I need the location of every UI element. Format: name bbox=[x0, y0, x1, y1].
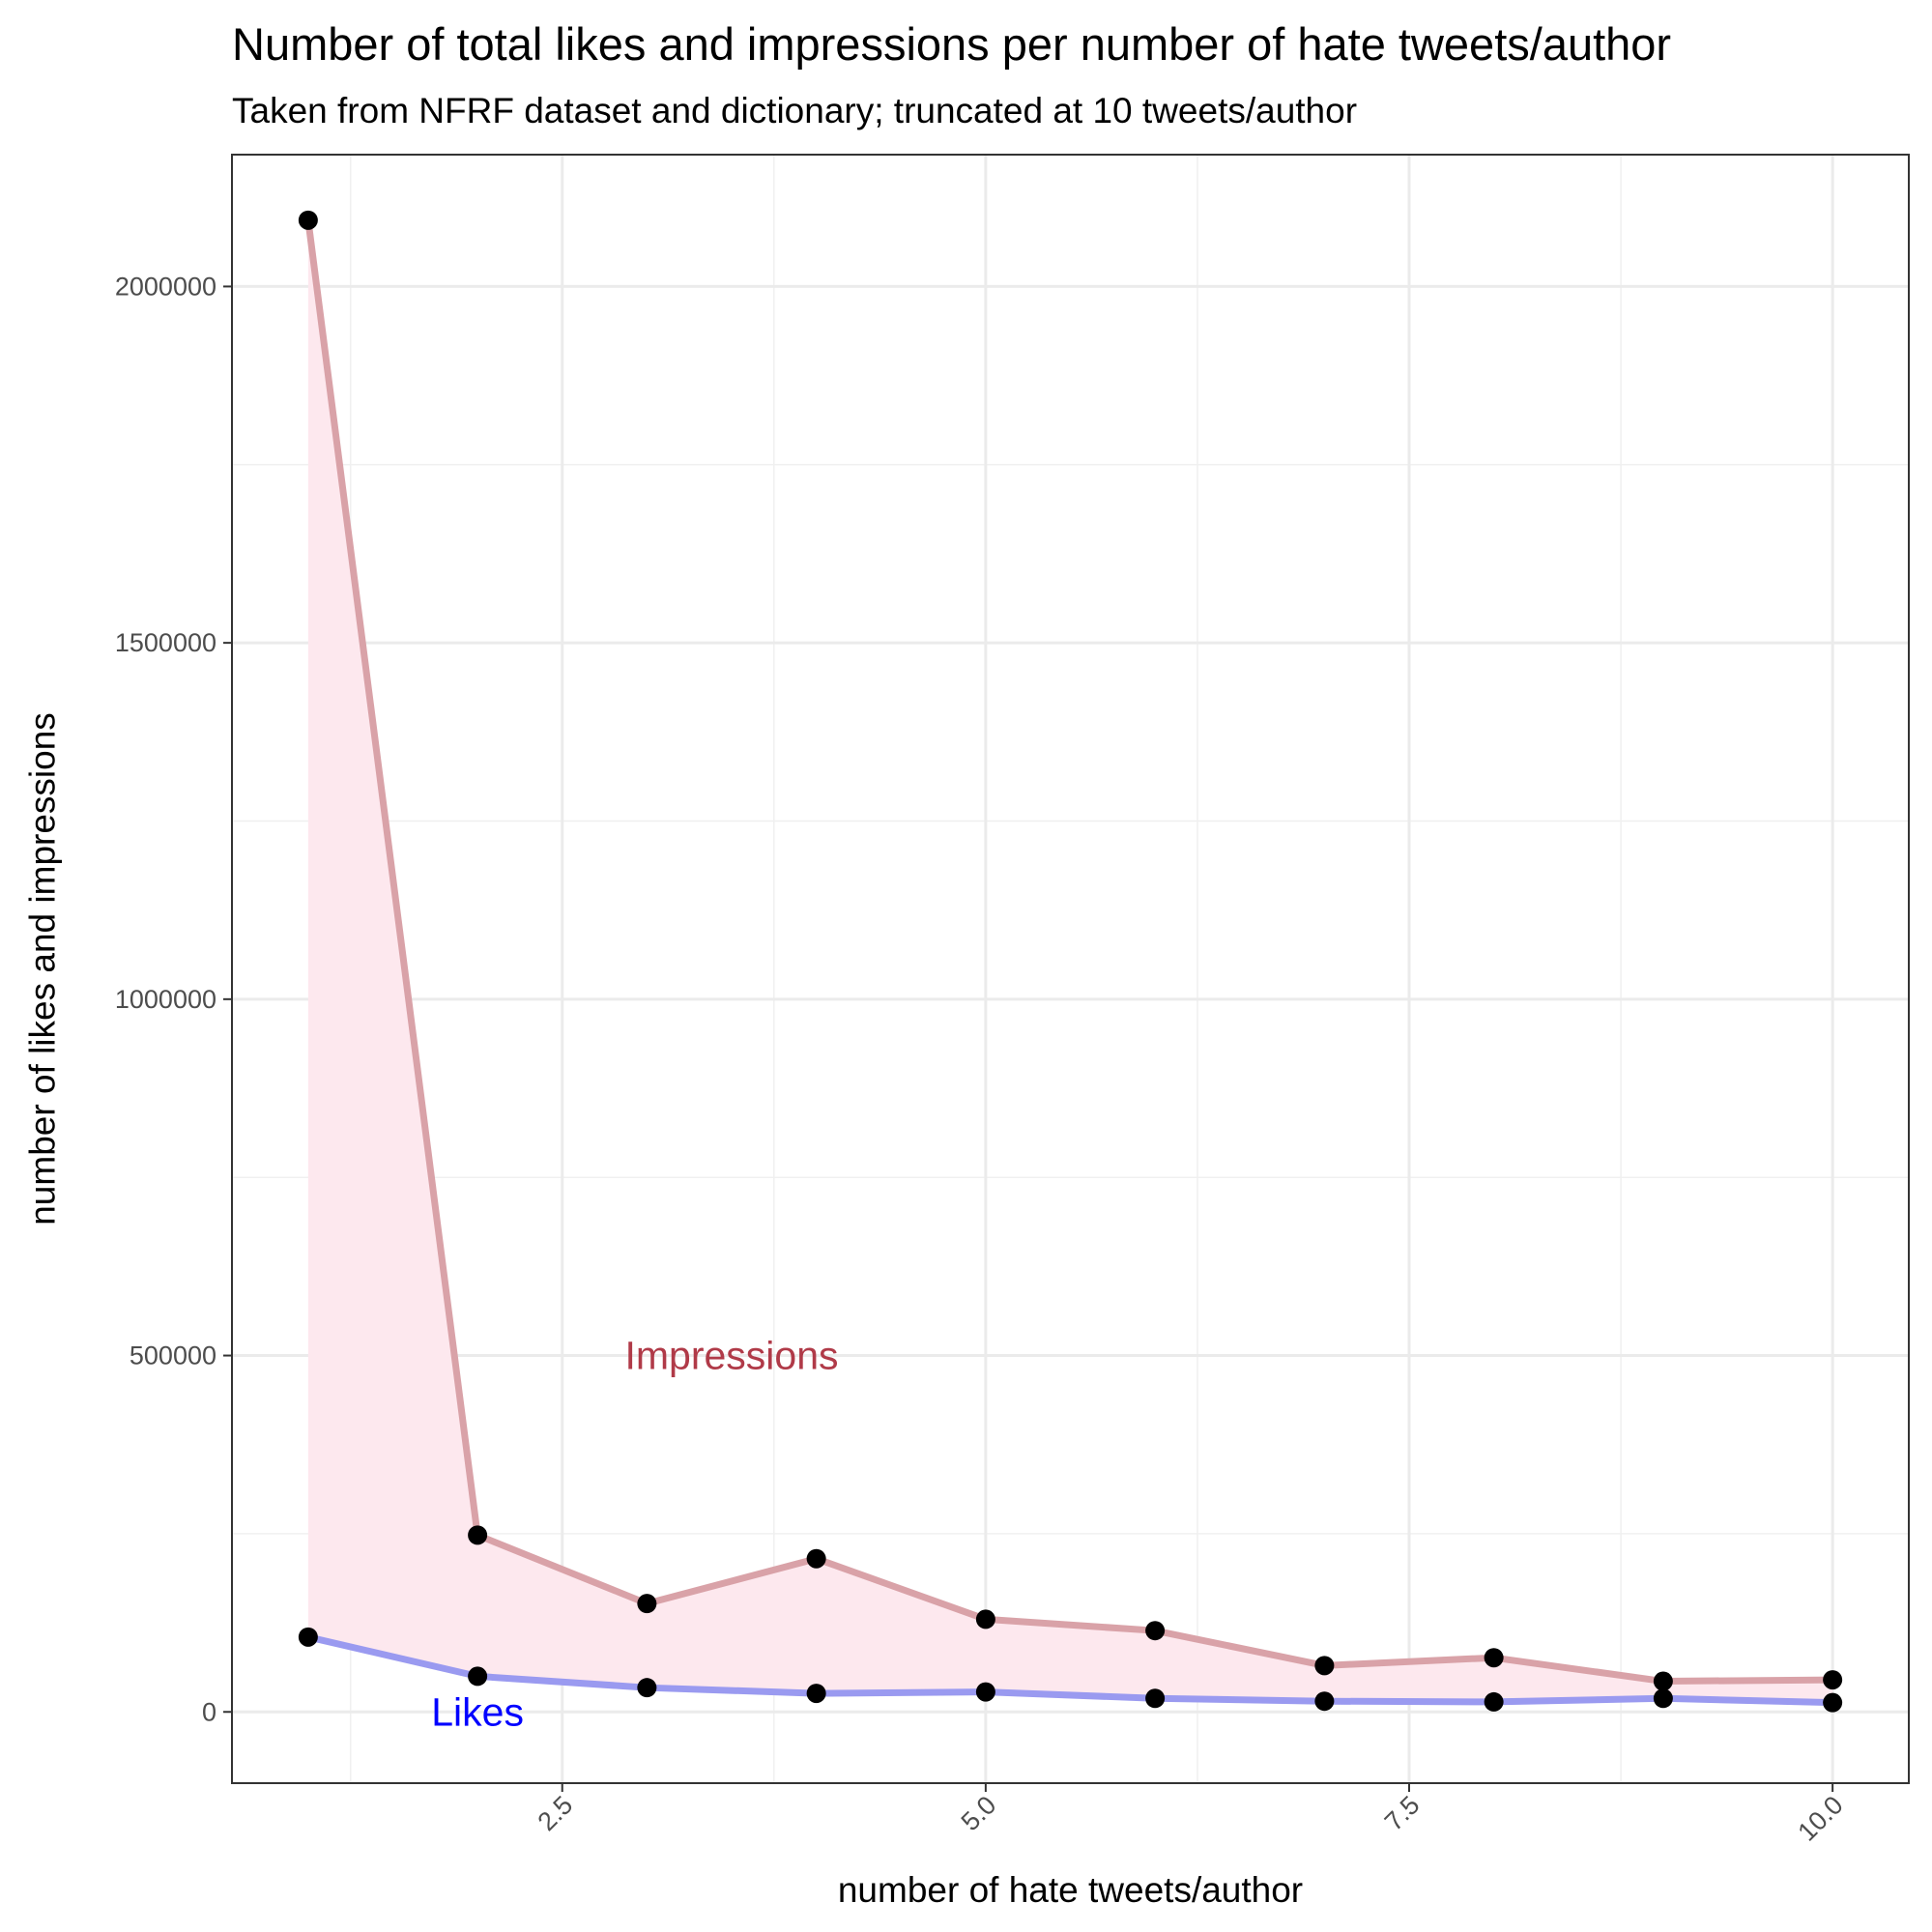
data-point-0 bbox=[637, 1594, 657, 1614]
data-point-1 bbox=[1653, 1688, 1673, 1709]
y-tick-label: 2000000 bbox=[115, 272, 216, 301]
data-point-1 bbox=[1145, 1688, 1166, 1709]
x-tick-label: 2.5 bbox=[533, 1790, 579, 1836]
y-tick-label: 1500000 bbox=[115, 628, 216, 657]
data-point-0 bbox=[1653, 1671, 1673, 1691]
data-point-0 bbox=[468, 1525, 488, 1545]
y-tick-label: 0 bbox=[202, 1697, 216, 1726]
data-point-1 bbox=[298, 1627, 318, 1647]
data-point-1 bbox=[975, 1682, 995, 1702]
data-point-1 bbox=[806, 1684, 826, 1704]
data-point-1 bbox=[468, 1666, 488, 1687]
x-tick-label: 7.5 bbox=[1379, 1790, 1426, 1836]
data-point-0 bbox=[1823, 1670, 1843, 1690]
series-lines bbox=[304, 216, 1836, 1707]
series-line-1 bbox=[304, 1633, 1836, 1707]
data-point-1 bbox=[1314, 1691, 1335, 1712]
data-points bbox=[298, 210, 1843, 1713]
x-tick-label: 5.0 bbox=[956, 1790, 1002, 1836]
annotation-label: Impressions bbox=[624, 1334, 838, 1378]
data-point-1 bbox=[1823, 1692, 1843, 1713]
data-point-1 bbox=[637, 1678, 657, 1698]
data-point-0 bbox=[1145, 1621, 1166, 1641]
data-point-0 bbox=[298, 210, 318, 230]
data-point-0 bbox=[1484, 1648, 1504, 1668]
y-tick-label: 1000000 bbox=[115, 985, 216, 1014]
data-point-0 bbox=[806, 1548, 826, 1569]
y-tick-label: 500000 bbox=[130, 1341, 216, 1370]
x-tick-label: 10.0 bbox=[1792, 1790, 1848, 1846]
y-axis-title: number of likes and impressions bbox=[23, 712, 63, 1226]
data-point-1 bbox=[1484, 1691, 1504, 1712]
data-point-0 bbox=[975, 1609, 995, 1629]
grid-lines bbox=[232, 155, 1909, 1783]
annotation-label: Likes bbox=[431, 1689, 524, 1734]
data-point-0 bbox=[1314, 1656, 1335, 1676]
chart-subtitle: Taken from NFRF dataset and dictionary; … bbox=[232, 91, 1357, 130]
fill-between-area bbox=[307, 219, 1833, 1703]
annotations: Impressions Likes bbox=[431, 1334, 838, 1735]
x-axis-title: number of hate tweets/author bbox=[838, 1870, 1303, 1910]
impressions-likes-ribbon bbox=[307, 219, 1833, 1703]
chart-title: Number of total likes and impressions pe… bbox=[232, 18, 1671, 70]
plot-panel-border bbox=[231, 154, 1910, 1784]
series-line-0 bbox=[304, 216, 1836, 1686]
